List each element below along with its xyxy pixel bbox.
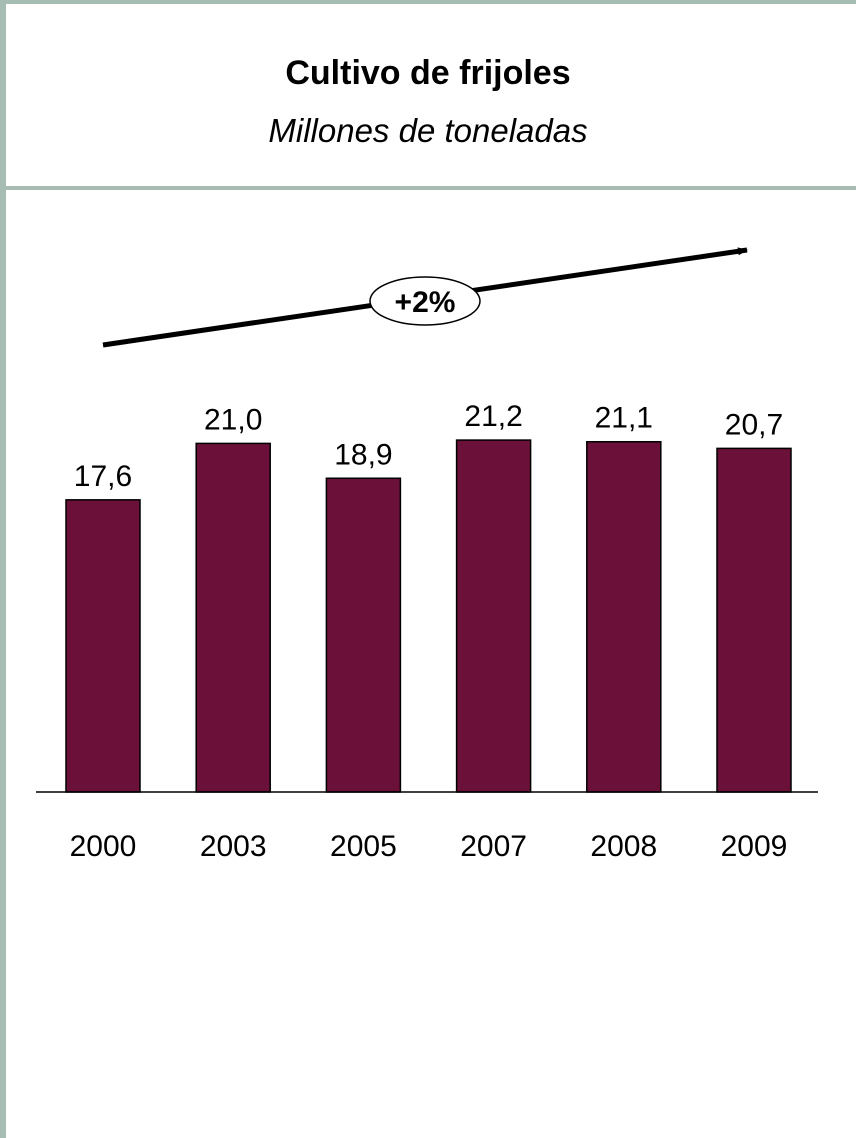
bar-2008 bbox=[586, 440, 662, 793]
bar-2007 bbox=[455, 439, 532, 793]
x-tick-label-2005: 2005 bbox=[330, 830, 397, 863]
bar-2009 bbox=[716, 447, 792, 793]
value-label-2000: 17,6 bbox=[74, 460, 132, 493]
bars-group: 17,6 2000 21,0 2003 18,9 2005 21,2 2007 21,1 2008… bbox=[65, 400, 792, 863]
chart-title: Cultivo de frijoles bbox=[285, 54, 571, 92]
trend-label-ellipse bbox=[369, 276, 481, 326]
value-label-2007: 21,2 bbox=[464, 400, 522, 433]
value-label-2008: 21,1 bbox=[595, 402, 653, 435]
bar-2005 bbox=[325, 477, 402, 793]
x-tick-label-2007: 2007 bbox=[460, 830, 527, 863]
x-tick-label-2003: 2003 bbox=[200, 830, 267, 863]
header-divider bbox=[0, 186, 856, 190]
trend-annotation: +2% bbox=[102, 247, 748, 348]
value-label-2003: 21,0 bbox=[204, 403, 262, 436]
trend-label: +2% bbox=[395, 286, 456, 319]
x-tick-label-2009: 2009 bbox=[721, 830, 788, 863]
frame-left-border bbox=[0, 0, 6, 1138]
bar-2003 bbox=[195, 442, 271, 793]
x-tick-label-2008: 2008 bbox=[590, 830, 657, 863]
x-tick-label-2000: 2000 bbox=[70, 830, 137, 863]
frame-top-border bbox=[0, 0, 856, 4]
bar-2000 bbox=[65, 499, 141, 793]
chart-subtitle: Millones de toneladas bbox=[268, 112, 588, 149]
value-label-2009: 20,7 bbox=[725, 408, 783, 441]
value-label-2005: 18,9 bbox=[334, 438, 392, 471]
